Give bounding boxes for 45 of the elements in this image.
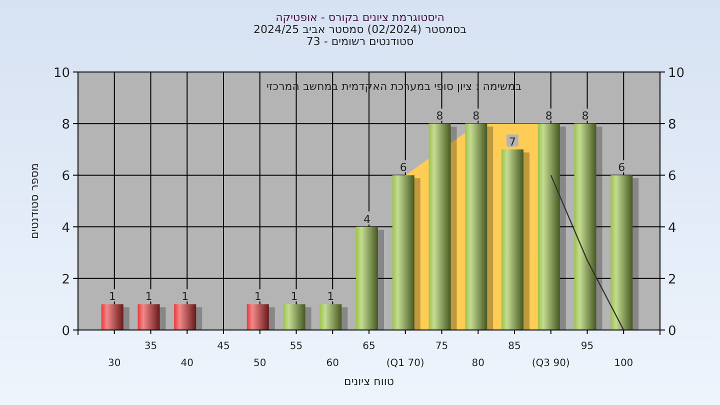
data-label: 7 (509, 135, 516, 148)
x-tick-label: 95 (580, 341, 594, 352)
y-tick-label: 10 (53, 66, 70, 81)
x-tick-label: 50 (254, 358, 266, 369)
x-tick-label: 45 (217, 341, 230, 352)
data-label: 8 (436, 110, 444, 123)
y-tick-label: 2 (62, 272, 70, 288)
x-tick-label: 75 (435, 341, 448, 352)
y2-tick-label: 8 (668, 118, 676, 133)
data-label: 1 (254, 290, 262, 304)
data-label: 4 (364, 212, 370, 226)
data-label: 1 (290, 290, 298, 304)
chart-subtitle: בסמסטר (02/2024) סמסטר אביב 2024/25 סטודנטים רשומים - 73 (253, 23, 467, 48)
y2-tick-label: 10 (668, 66, 685, 81)
data-label: 6 (618, 161, 626, 174)
x-axis-title: טווח ציונים (344, 375, 394, 388)
x-tick-label: 80 (472, 358, 484, 369)
x-tick-label: 65 (362, 341, 376, 352)
x-tick-label: 30 (108, 358, 121, 369)
y2-tick-label: 4 (668, 220, 676, 236)
data-label: 1 (108, 290, 116, 304)
x-tick-label: 55 (290, 341, 303, 352)
x-tick-label: 40 (180, 358, 194, 369)
y-tick-label: 6 (62, 169, 70, 184)
x-tick-label: 60 (326, 358, 339, 369)
y-tick-label: 4 (62, 220, 70, 236)
data-label: 6 (400, 161, 407, 174)
y-tick-label: 8 (62, 118, 70, 133)
x-tick-label: 85 (508, 341, 521, 352)
x-tick-label: 35 (144, 341, 158, 352)
x-tick-label: (Q3 90) (532, 358, 570, 369)
y-axis-title: מספר סטודנטים (28, 163, 41, 239)
y2-tick-label: 0 (668, 324, 676, 339)
chart-title: היסטוגרמת ציונים בקורס - אופטיקה (276, 11, 444, 24)
data-label: 8 (545, 110, 552, 123)
data-label: 1 (145, 290, 152, 304)
data-label: 8 (582, 110, 589, 123)
data-label: 1 (182, 290, 189, 304)
y2-tick-label: 2 (668, 272, 676, 288)
x-tick-label: 100 (614, 358, 634, 369)
data-label: 1 (327, 290, 334, 304)
y-tick-label: 0 (62, 324, 70, 339)
y2-tick-label: 6 (668, 169, 676, 184)
data-label: 8 (472, 110, 480, 123)
x-tick-label: (Q1 70) (386, 358, 424, 369)
